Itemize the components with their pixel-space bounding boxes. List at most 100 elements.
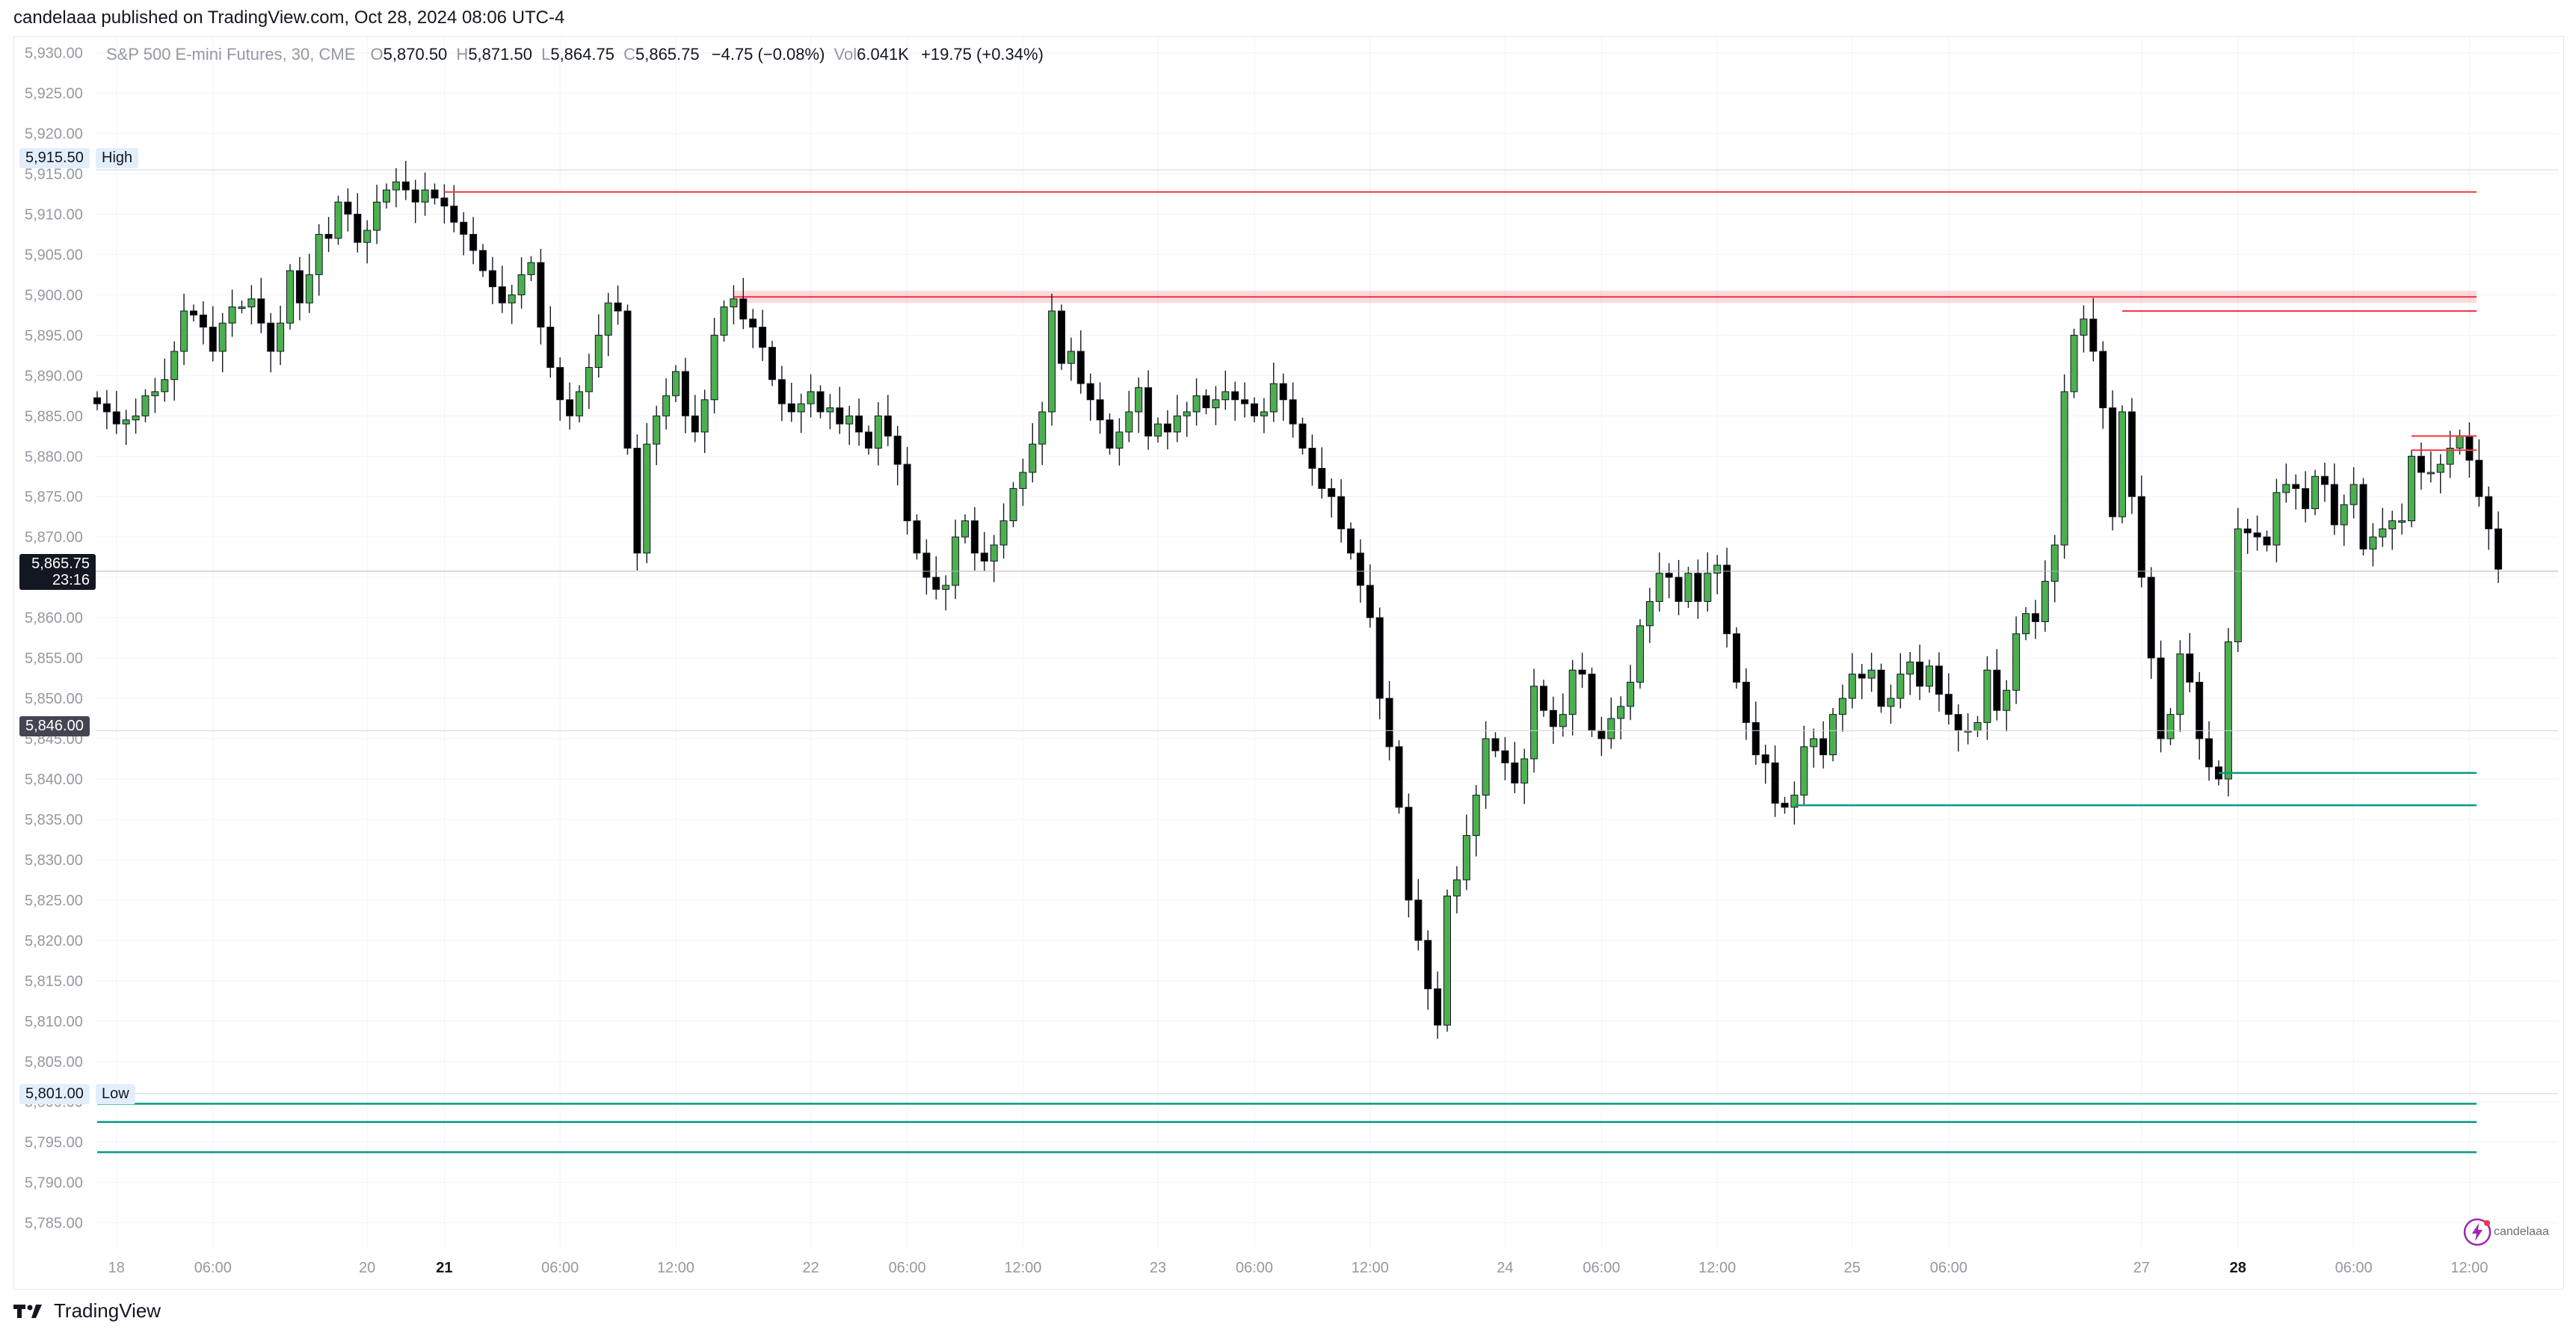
candle-body — [2263, 536, 2271, 546]
low-value: 5,864.75 — [550, 45, 614, 64]
candle-body — [218, 322, 227, 352]
candle-body — [2109, 407, 2117, 517]
candle-body — [324, 233, 333, 239]
candle-body — [1183, 411, 1191, 416]
candle-body — [672, 371, 680, 396]
candle-body — [643, 443, 651, 554]
candle-body — [2070, 334, 2078, 392]
candle-body — [1607, 718, 1615, 739]
candle-body — [662, 395, 671, 416]
candle-body — [267, 322, 275, 352]
candle-body — [1810, 738, 1818, 748]
candle-body — [1674, 576, 1683, 603]
y-tick-label: 5,870.00 — [25, 529, 83, 546]
y-tick-label: 5,840.00 — [25, 772, 83, 788]
candle-body — [1742, 681, 1750, 723]
candle-body — [1452, 879, 1461, 896]
candle-body — [768, 347, 776, 381]
candle-body — [2119, 411, 2126, 517]
candle-body — [1356, 552, 1364, 586]
x-tick-label: 20 — [359, 1260, 375, 1276]
y-tick-label: 5,920.00 — [25, 126, 83, 143]
candle-body — [1009, 487, 1017, 522]
candle-body — [1154, 423, 1162, 437]
candle-body — [1366, 585, 1374, 618]
candle-body — [469, 233, 478, 251]
candle-body — [1973, 721, 1982, 731]
candle-body — [787, 403, 795, 413]
candle-body — [913, 520, 921, 554]
candle-body — [922, 552, 931, 578]
candle-body — [170, 351, 179, 381]
candle-body — [1877, 669, 1885, 707]
volume-key: Vol — [833, 45, 857, 64]
candle-body — [1540, 686, 1547, 711]
y-tick-label: 5,905.00 — [25, 247, 83, 263]
candle-body — [1289, 399, 1297, 425]
candle-body — [2243, 528, 2252, 534]
x-tick-label: 06:00 — [1583, 1260, 1620, 1276]
candle-body — [633, 447, 641, 554]
candle-body — [1655, 573, 1663, 603]
candle-body — [2080, 318, 2088, 336]
candle-body — [1443, 895, 1451, 1026]
candle-body — [421, 189, 429, 203]
candle-body — [1790, 795, 1799, 808]
symbol-name[interactable]: S&P 500 E-mini Futures, 30, CME — [106, 45, 356, 64]
y-tick-label: 5,875.00 — [25, 489, 83, 505]
candle-body — [816, 391, 825, 413]
candle-body — [2446, 447, 2454, 465]
candle-body — [141, 395, 150, 416]
x-tick-label: 21 — [436, 1260, 452, 1276]
candle-body — [1405, 807, 1413, 901]
volume-value: 6.041K — [857, 45, 909, 64]
candle-body — [209, 327, 217, 352]
candle-body — [161, 379, 169, 392]
candle-body — [2475, 460, 2483, 497]
candle-body — [990, 544, 998, 562]
footer-brand[interactable]: TradingView — [13, 1299, 161, 1323]
y-tick-label: 5,915.00 — [25, 166, 83, 182]
open-key: O — [370, 45, 383, 64]
candle-body — [2012, 633, 2021, 691]
high-key: H — [456, 45, 469, 64]
candle-body — [865, 431, 872, 449]
candle-body — [1896, 674, 1905, 699]
candle-body — [1935, 665, 1943, 695]
candle-body — [1163, 423, 1171, 433]
candle-body — [411, 189, 419, 203]
candle-body — [392, 181, 400, 191]
last-price-value: 5,865.75 — [31, 555, 90, 572]
candle-body — [1848, 674, 1856, 699]
candle-body — [1665, 573, 1673, 578]
candle-body — [102, 403, 111, 413]
candle-body — [942, 585, 950, 590]
y-tick-label: 5,890.00 — [25, 368, 83, 384]
candle-body — [1038, 411, 1047, 445]
y-tick-label: 5,850.00 — [25, 691, 83, 707]
candle-body — [2408, 455, 2415, 522]
candle-body — [1713, 564, 1722, 574]
candle-body — [903, 464, 911, 522]
candle-body — [517, 274, 526, 295]
candle-body — [450, 206, 458, 223]
x-tick-label: 12:00 — [1004, 1260, 1041, 1276]
candle-body — [1048, 310, 1056, 413]
candle-body — [1800, 746, 1808, 796]
candle-body — [681, 371, 689, 416]
candle-body — [980, 552, 988, 562]
candle-body — [739, 298, 748, 320]
y-tick-label: 5,790.00 — [25, 1175, 83, 1192]
candle-body — [112, 411, 120, 425]
y-tick-label: 5,820.00 — [25, 933, 83, 949]
candle-body — [363, 230, 372, 243]
candle-body — [2147, 576, 2155, 659]
candle-body — [2311, 475, 2319, 509]
candle-body — [527, 262, 535, 275]
candle-body — [1019, 472, 1027, 489]
high-label: High — [96, 148, 139, 168]
candle-body — [2330, 484, 2338, 526]
candle-body — [1308, 447, 1316, 469]
candle-body — [1916, 661, 1924, 687]
